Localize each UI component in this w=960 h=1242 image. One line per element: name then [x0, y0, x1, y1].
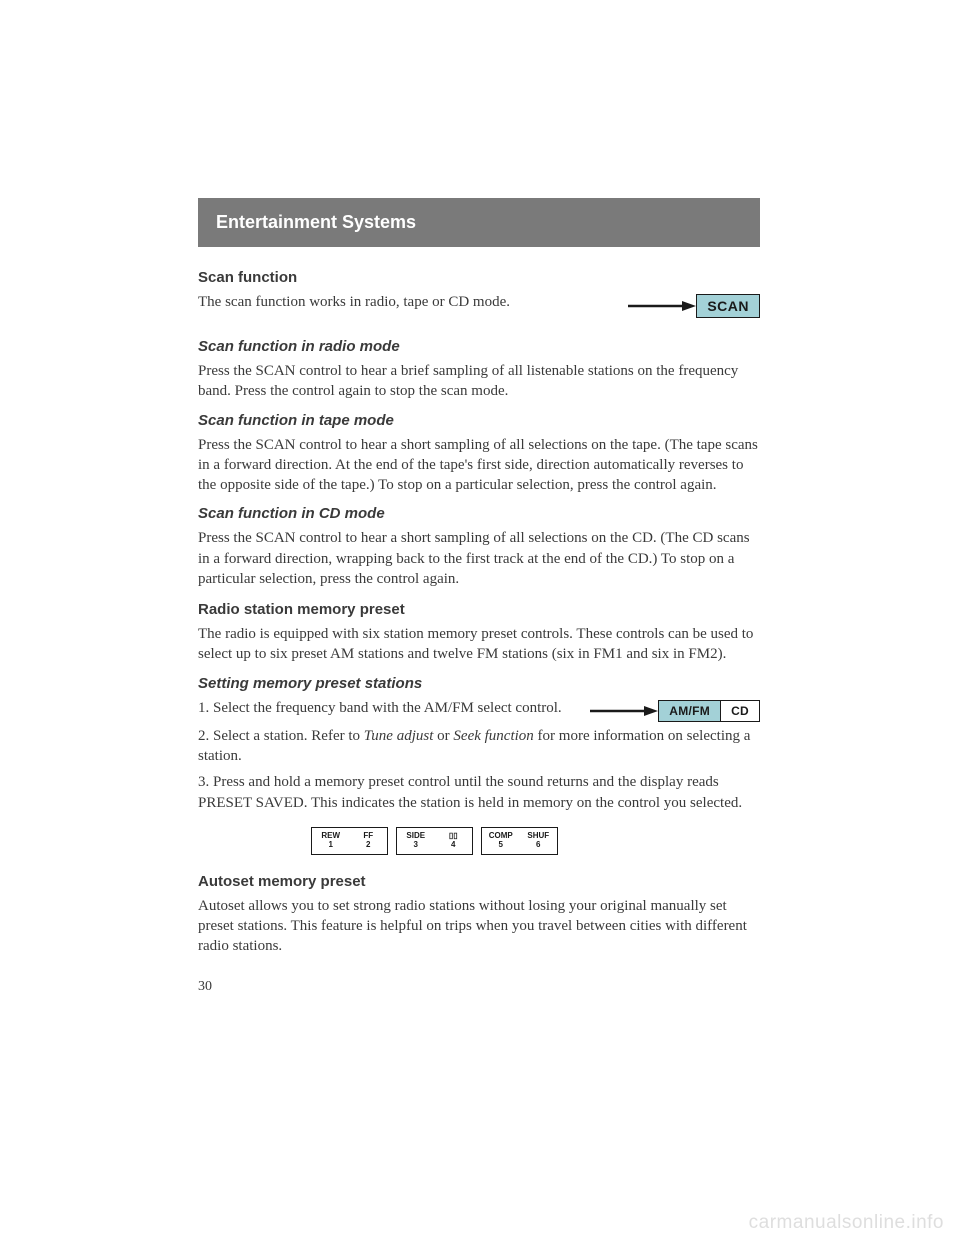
scan-radio-title: Scan function in radio mode	[198, 338, 760, 355]
preset-title: Radio station memory preset	[198, 601, 760, 618]
preset-half: COMP 5	[482, 828, 520, 854]
preset-body: The radio is equipped with six station m…	[198, 624, 760, 665]
step2-ital2: Seek function	[453, 728, 533, 744]
preset-num: 4	[451, 841, 455, 850]
arrow-icon	[626, 299, 696, 313]
preset-num: 1	[329, 841, 333, 850]
step2-ital1: Tune adjust	[364, 728, 434, 744]
step2-mid: or	[433, 728, 453, 744]
scan-button: SCAN	[696, 294, 760, 318]
preset-half: ▯▯ 4	[435, 828, 473, 854]
watermark: carmanualsonline.info	[749, 1212, 944, 1234]
preset-button-row: REW 1 FF 2 SIDE 3 ▯▯ 4 COMP 5	[311, 827, 760, 855]
preset-num: 2	[366, 841, 370, 850]
scan-tape-body: Press the SCAN control to hear a short s…	[198, 435, 760, 496]
preset-btn-3-4: SIDE 3 ▯▯ 4	[396, 827, 473, 855]
scan-intro-row: The scan function works in radio, tape o…	[198, 292, 760, 318]
preset-half: FF 2	[350, 828, 388, 854]
scan-title: Scan function	[198, 269, 760, 286]
preset-half: SHUF 6	[520, 828, 558, 854]
setting-step2: 2. Select a station. Refer to Tune adjus…	[198, 726, 760, 767]
setting-step1: 1. Select the frequency band with the AM…	[198, 698, 576, 718]
preset-half: SIDE 3	[397, 828, 435, 854]
scan-radio-body: Press the SCAN control to hear a brief s…	[198, 361, 760, 402]
amfm-figure: AM/FM CD	[588, 700, 760, 722]
manual-page: Entertainment Systems Scan function The …	[0, 0, 960, 995]
setting-title: Setting memory preset stations	[198, 675, 760, 692]
arrow-icon	[588, 704, 658, 718]
scan-tape-title: Scan function in tape mode	[198, 412, 760, 429]
preset-num: 6	[536, 841, 540, 850]
amfm-cd-group: AM/FM CD	[658, 700, 760, 722]
autoset-body: Autoset allows you to set strong radio s…	[198, 896, 760, 957]
setting-step1-row: 1. Select the frequency band with the AM…	[198, 698, 760, 722]
scan-intro-text: The scan function works in radio, tape o…	[198, 292, 614, 312]
page-number: 30	[198, 979, 760, 995]
amfm-button: AM/FM	[658, 700, 721, 722]
setting-step3: 3. Press and hold a memory preset contro…	[198, 772, 760, 813]
cd-button: CD	[721, 700, 760, 722]
scan-figure: SCAN	[626, 294, 760, 318]
scan-cd-body: Press the SCAN control to hear a short s…	[198, 528, 760, 589]
preset-num: 3	[414, 841, 418, 850]
page-header: Entertainment Systems	[198, 198, 760, 247]
preset-half: REW 1	[312, 828, 350, 854]
preset-btn-1-2: REW 1 FF 2	[311, 827, 388, 855]
autoset-title: Autoset memory preset	[198, 873, 760, 890]
preset-num: 5	[499, 841, 503, 850]
scan-cd-title: Scan function in CD mode	[198, 505, 760, 522]
step2-a: 2. Select a station. Refer to	[198, 728, 364, 744]
preset-btn-5-6: COMP 5 SHUF 6	[481, 827, 558, 855]
